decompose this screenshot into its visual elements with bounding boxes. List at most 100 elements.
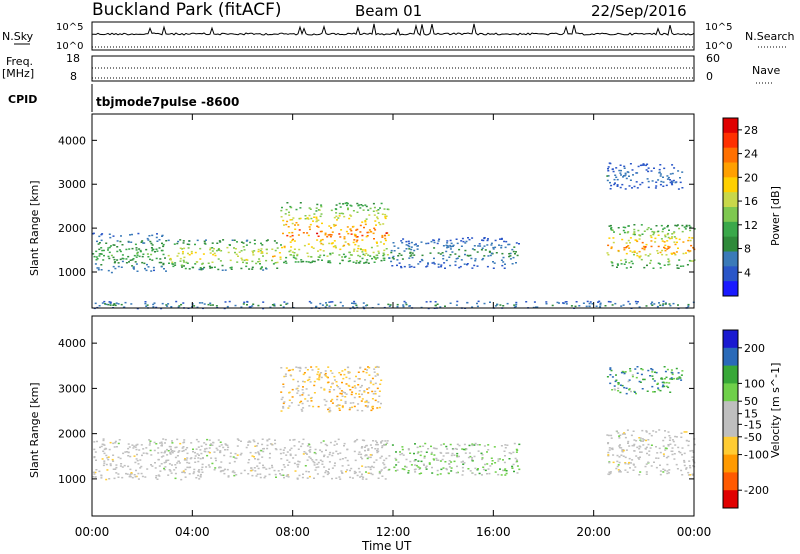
echo-cell: [662, 300, 665, 303]
echo-cell: [320, 205, 323, 208]
echo-cell: [667, 247, 670, 249]
echo-cell: [636, 372, 639, 374]
noise-strip: [91, 21, 695, 51]
echo-cell: [360, 456, 363, 458]
echo-cell: [276, 247, 279, 249]
echo-cell: [310, 400, 313, 402]
echo-cell: [108, 448, 111, 451]
echo-cell: [246, 300, 249, 303]
echo-cell: [618, 437, 621, 439]
echo-cell: [150, 454, 153, 456]
echo-cell: [466, 263, 468, 266]
echo-cell: [109, 236, 112, 239]
echo-cell: [628, 175, 630, 177]
echo-cell: [214, 254, 217, 257]
echo-cell: [441, 458, 444, 461]
echo-cell: [236, 261, 239, 263]
echo-cell: [671, 183, 674, 186]
y-tick-label: 4000: [58, 134, 86, 147]
echo-cell: [616, 454, 619, 457]
echo-cell: [679, 451, 682, 454]
echo-cell: [515, 251, 517, 253]
echo-cell: [285, 475, 288, 477]
echo-cell: [608, 471, 611, 473]
echo-cell: [674, 243, 677, 246]
echo-cell: [365, 471, 367, 473]
echo-cell: [309, 448, 312, 451]
echo-cell: [306, 252, 309, 254]
echo-cell: [266, 447, 269, 450]
echo-cell: [378, 221, 380, 224]
echo-cell: [440, 264, 443, 266]
echo-cell: [657, 262, 660, 264]
echo-cell: [664, 234, 667, 236]
echo-cell: [650, 465, 653, 467]
echo-cell: [474, 260, 477, 262]
echo-cell: [638, 250, 641, 253]
echo-cell: [659, 267, 662, 269]
echo-cell: [667, 232, 670, 235]
echo-cell: [641, 233, 644, 235]
echo-cell: [483, 237, 486, 240]
echo-cell: [341, 458, 344, 460]
echo-cell: [261, 438, 264, 440]
echo-cell: [195, 477, 198, 479]
echo-cell: [246, 304, 248, 306]
echo-cell: [671, 172, 674, 175]
echo-cell: [169, 257, 172, 260]
echo-cell: [621, 384, 624, 387]
echo-cell: [446, 240, 449, 242]
echo-cell: [237, 255, 239, 257]
echo-cell: [268, 457, 271, 459]
echo-cell: [616, 178, 619, 181]
echo-cell: [375, 459, 378, 461]
echo-cell: [364, 220, 367, 222]
echo-cell: [135, 444, 138, 446]
echo-cell: [367, 231, 370, 234]
echo-cell: [110, 254, 113, 257]
echo-cell: [617, 382, 620, 384]
nsky-top-tick: 10^5: [56, 22, 83, 33]
echo-cell: [93, 456, 96, 458]
echo-cell: [473, 264, 476, 267]
echo-cell: [309, 397, 312, 400]
echo-cell: [100, 239, 103, 242]
echo-cell: [660, 238, 663, 240]
echo-cell: [609, 382, 612, 385]
echo-cell: [248, 459, 251, 461]
echo-cell: [507, 243, 510, 246]
echo-cell: [153, 441, 156, 444]
colorbar-cell: [723, 454, 738, 473]
echo-cell: [379, 241, 382, 243]
echo-cell: [215, 459, 217, 462]
echo-cell: [355, 229, 358, 231]
echo-cell: [369, 468, 372, 471]
echo-cell: [337, 217, 340, 219]
echo-cell: [378, 406, 381, 409]
echo-cell: [129, 234, 131, 236]
colorbar-cell: [723, 383, 738, 402]
echo-cell: [652, 267, 655, 269]
echo-cell: [247, 473, 250, 475]
echo-cell: [372, 466, 375, 469]
echo-cell: [289, 439, 291, 441]
echo-cell: [666, 472, 669, 475]
velocity-colorbar-label: Velocity [m s^-1]: [769, 363, 782, 458]
echo-cell: [403, 468, 406, 471]
echo-cell: [228, 244, 231, 246]
echo-cell: [360, 475, 363, 477]
echo-cell: [317, 226, 320, 228]
nsearch-label: N.Search: [745, 30, 795, 43]
echo-cell: [288, 461, 291, 463]
echo-cell: [291, 388, 294, 391]
echo-cell: [136, 459, 139, 462]
echo-cell: [632, 430, 635, 432]
echo-cell: [112, 235, 115, 237]
echo-cell: [358, 390, 361, 392]
echo-cell: [656, 305, 659, 308]
echo-cell: [324, 372, 327, 375]
echo-cell: [102, 249, 105, 252]
echo-cell: [209, 444, 212, 446]
echo-cell: [638, 380, 641, 383]
echo-cell: [664, 247, 667, 250]
